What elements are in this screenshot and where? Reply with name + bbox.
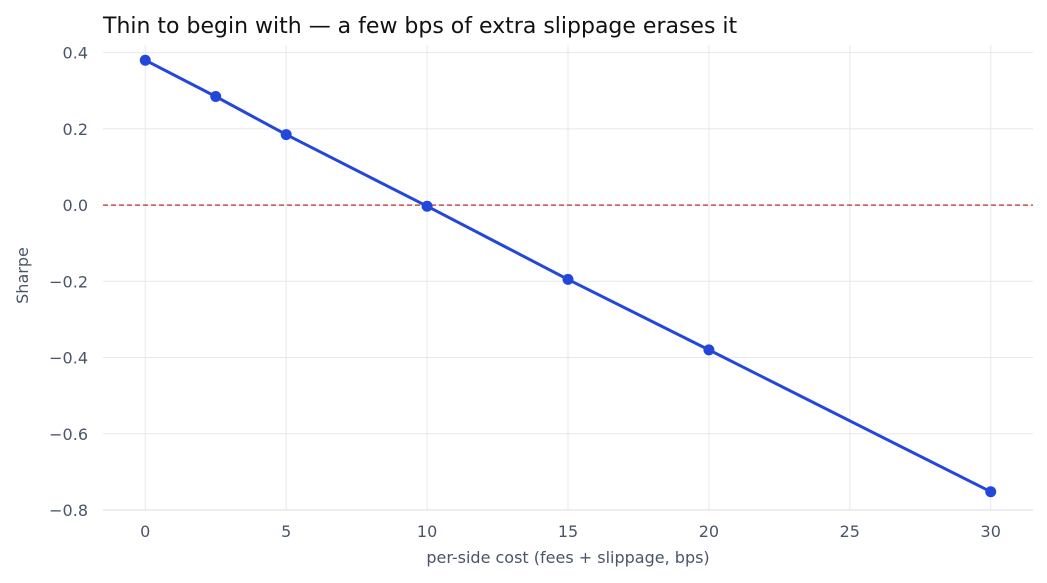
y-tick-label: −0.2 [49, 272, 88, 291]
data-point [421, 200, 433, 212]
x-tick-label: 30 [981, 522, 1001, 541]
data-point [703, 344, 715, 356]
x-tick-label: 20 [699, 522, 719, 541]
data-point [562, 273, 574, 285]
chart-title: Thin to begin with — a few bps of extra … [102, 14, 738, 39]
data-points [139, 54, 997, 498]
x-gridlines [144, 45, 992, 510]
y-tick-labels: 0.4 0.2 0.0 −0.2 −0.4 −0.6 −0.8 [49, 44, 88, 520]
y-axis-label: Sharpe [13, 247, 32, 304]
data-point [985, 486, 997, 498]
y-tick-label: 0.0 [63, 196, 88, 215]
x-tick-label: 10 [417, 522, 437, 541]
x-tick-label: 0 [140, 522, 150, 541]
y-tick-label: −0.8 [49, 501, 88, 520]
x-tick-label: 5 [281, 522, 291, 541]
x-tick-label: 25 [840, 522, 860, 541]
y-tick-label: 0.2 [63, 120, 88, 139]
data-point [280, 129, 292, 141]
x-tick-labels: 0 5 10 15 20 25 30 [140, 522, 1001, 541]
x-axis-label: per-side cost (fees + slippage, bps) [426, 548, 709, 567]
x-tick-label: 15 [558, 522, 578, 541]
y-tick-label: −0.6 [49, 425, 88, 444]
y-tick-label: 0.4 [63, 44, 88, 63]
data-point [139, 54, 151, 66]
y-tick-label: −0.4 [49, 349, 88, 368]
data-point [210, 90, 222, 102]
